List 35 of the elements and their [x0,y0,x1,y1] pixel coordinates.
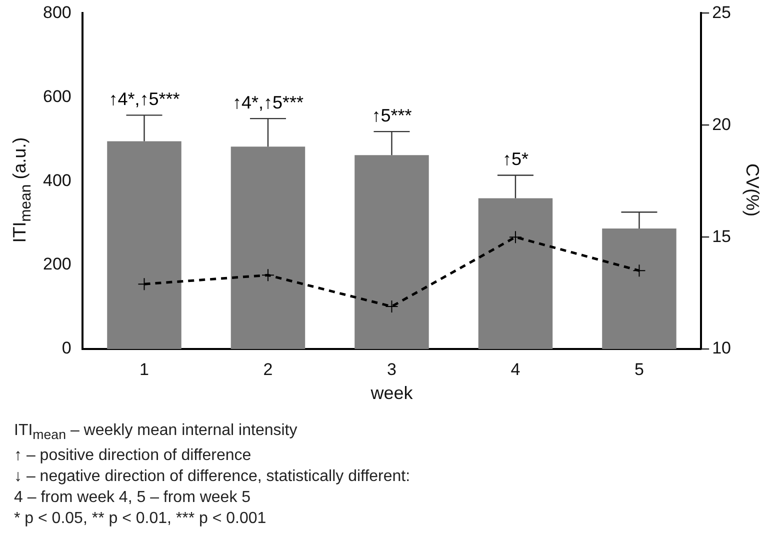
bar [107,141,182,349]
text: 4 – from week 4, 5 – from week 5 [14,488,252,508]
bar [602,228,676,349]
text: ↓ – negative direction of difference, statistically different: [14,467,410,488]
y2-tick-label: 15 [712,226,732,246]
annotation: ↑5*** [372,106,412,126]
y2-tick-label: 25 [712,2,732,22]
point [385,300,398,313]
point [632,264,646,278]
point [261,268,274,282]
y2-axis-title: CV(%) [742,164,762,216]
y-tick-label: 200 [42,254,72,274]
y-tick-label: 600 [42,86,72,106]
annotation: ↑5* [502,149,528,170]
annotation: ↑4*,↑5*** [232,92,304,113]
y-tick-label: 0 [62,338,72,358]
x-tick-label: 1 [140,360,149,379]
x-tick-label: 5 [634,360,644,379]
annotation: ↑4*,↑5*** [108,89,180,110]
x-axis-title: week [370,383,414,404]
x-tick-label: 3 [386,360,396,379]
bar [230,146,306,349]
point [138,278,151,291]
text: ↑ – positive direction of difference [14,446,252,466]
x-tick-label: 4 [510,360,520,379]
y-tick-label: 400 [42,170,72,190]
text: * p < 0.05, ** p < 0.01, *** p < 0.001 [14,509,268,530]
x-tick-label: 2 [263,360,273,379]
text: ITI$_{mean}$ – weekly mean internal intensity [14,421,298,444]
bar [478,198,553,349]
y2-tick-label: 10 [712,338,732,358]
point [508,230,522,244]
y2-tick-label: 20 [712,114,732,134]
bar [354,155,429,349]
y-tick-label: 800 [42,2,72,22]
